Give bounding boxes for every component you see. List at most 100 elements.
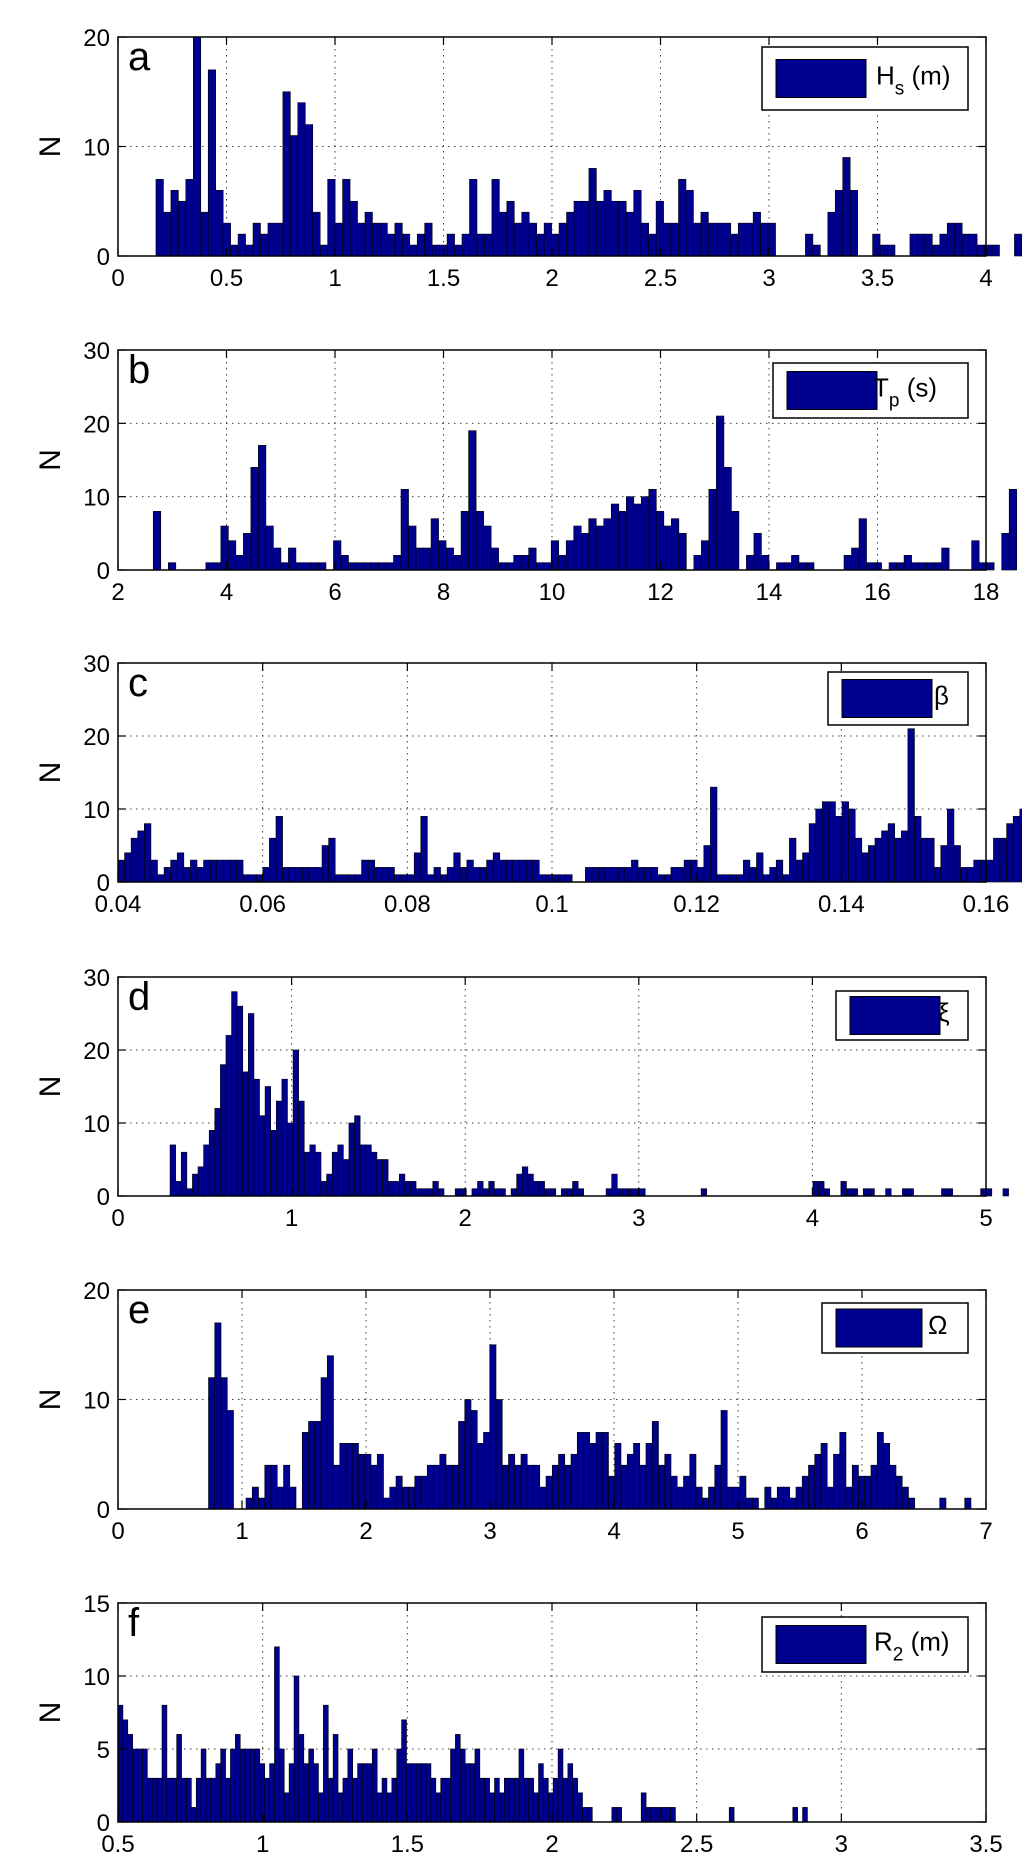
histogram-bar bbox=[670, 222, 679, 257]
histogram-bar bbox=[775, 859, 784, 883]
histogram-bar bbox=[273, 547, 282, 571]
histogram-bar bbox=[611, 1807, 618, 1823]
x-tick-label: 1 bbox=[235, 1518, 248, 1545]
histogram-bar bbox=[881, 830, 889, 883]
histogram-bar bbox=[340, 555, 349, 571]
histogram-bar bbox=[701, 540, 710, 571]
histogram-bar bbox=[430, 1777, 437, 1823]
histogram-bar bbox=[432, 1181, 439, 1197]
histogram-bar bbox=[566, 211, 575, 257]
histogram-bar bbox=[514, 1464, 522, 1510]
histogram-bar bbox=[818, 1181, 825, 1197]
histogram-bar bbox=[287, 1122, 294, 1197]
histogram-bar bbox=[157, 874, 165, 883]
x-tick-label: 3 bbox=[632, 1205, 645, 1232]
histogram-bar bbox=[558, 1453, 566, 1510]
legend: β bbox=[827, 671, 969, 726]
histogram-bar bbox=[538, 874, 547, 883]
histogram-bar bbox=[581, 200, 590, 257]
histogram-bar bbox=[505, 562, 514, 571]
histogram-bar bbox=[605, 1188, 612, 1197]
histogram-bar bbox=[378, 562, 387, 571]
histogram-bar bbox=[570, 1453, 578, 1510]
histogram-bar bbox=[376, 1159, 383, 1197]
panel-letter: a bbox=[128, 35, 151, 79]
legend-swatch bbox=[775, 59, 867, 98]
histogram-bar bbox=[426, 1464, 434, 1510]
y-tick-label: 30 bbox=[83, 651, 110, 678]
histogram-bar bbox=[848, 808, 856, 883]
histogram-bar bbox=[260, 233, 269, 257]
histogram-bar bbox=[315, 1151, 322, 1197]
histogram-bar bbox=[954, 222, 963, 257]
legend-swatch bbox=[841, 679, 933, 718]
histogram-bar bbox=[389, 1486, 397, 1510]
legend: Tp (s) bbox=[772, 362, 969, 419]
histogram-bar bbox=[843, 555, 852, 571]
histogram-bar bbox=[851, 1464, 859, 1510]
histogram-bar bbox=[827, 211, 836, 257]
x-tick-label: 18 bbox=[973, 579, 1000, 606]
histogram-bar bbox=[251, 1486, 259, 1510]
histogram-bar bbox=[792, 1807, 798, 1823]
histogram-bar bbox=[703, 845, 711, 883]
histogram-bar bbox=[543, 222, 552, 257]
histogram-bar bbox=[901, 1486, 909, 1510]
histogram-bar bbox=[435, 1792, 442, 1823]
histogram-bar bbox=[723, 874, 731, 883]
histogram-bar bbox=[420, 815, 428, 883]
histogram-bar bbox=[999, 837, 1007, 883]
histogram-bar bbox=[484, 233, 493, 257]
histogram-bar bbox=[941, 1188, 948, 1197]
x-tick-label: 16 bbox=[864, 579, 891, 606]
histogram-bar bbox=[156, 1777, 163, 1823]
y-tick-label: 15 bbox=[83, 1591, 110, 1618]
histogram-bar bbox=[167, 562, 177, 571]
legend-swatch bbox=[786, 371, 878, 410]
histogram-bar bbox=[298, 1100, 305, 1197]
y-tick-label: 10 bbox=[83, 1388, 110, 1415]
y-tick-label: 20 bbox=[83, 1278, 110, 1305]
histogram-bar bbox=[408, 525, 417, 571]
histogram-bar bbox=[453, 555, 462, 571]
histogram-bar bbox=[645, 1807, 652, 1823]
histogram-bar bbox=[186, 1188, 193, 1197]
histogram-bar bbox=[458, 1421, 466, 1510]
x-tick-label: 2 bbox=[545, 1831, 558, 1858]
histogram-bar bbox=[393, 1181, 400, 1197]
histogram-bar bbox=[250, 467, 259, 571]
histogram-bar bbox=[270, 1464, 278, 1510]
histogram-bar bbox=[225, 1777, 231, 1823]
legend-swatch bbox=[835, 1308, 923, 1348]
histogram-bar bbox=[582, 1807, 588, 1823]
histogram-bar bbox=[486, 859, 494, 883]
histogram-bar bbox=[220, 1748, 226, 1823]
histogram-bar bbox=[535, 562, 544, 571]
histogram-bar bbox=[371, 1151, 378, 1197]
histogram-bar bbox=[170, 190, 179, 257]
histogram-bar bbox=[663, 525, 672, 571]
histogram-bar bbox=[387, 1181, 394, 1197]
histogram-bar bbox=[426, 1188, 434, 1197]
histogram-bar bbox=[445, 1464, 453, 1510]
histogram-bar bbox=[516, 1173, 523, 1197]
histogram-bar bbox=[320, 1181, 327, 1197]
histogram-bar bbox=[348, 1122, 355, 1197]
histogram-bar bbox=[433, 1464, 441, 1510]
x-tick-label: 2 bbox=[545, 265, 558, 292]
y-axis-label: N bbox=[34, 1389, 67, 1411]
histogram-bar bbox=[161, 1704, 168, 1823]
legend-label: ξ bbox=[938, 998, 950, 1028]
histogram-bar bbox=[438, 1188, 445, 1197]
histogram-bar bbox=[176, 852, 185, 883]
histogram-bar bbox=[533, 1464, 541, 1510]
histogram-bar bbox=[355, 562, 364, 571]
histogram-bar bbox=[446, 233, 455, 257]
histogram-bar bbox=[479, 867, 487, 883]
histogram-bar bbox=[851, 1188, 858, 1197]
histogram-bar bbox=[354, 874, 362, 883]
histogram-bar bbox=[601, 1432, 609, 1510]
histogram-bar bbox=[494, 1777, 500, 1823]
panel-letter: c bbox=[128, 661, 148, 705]
histogram-bar bbox=[716, 415, 725, 571]
